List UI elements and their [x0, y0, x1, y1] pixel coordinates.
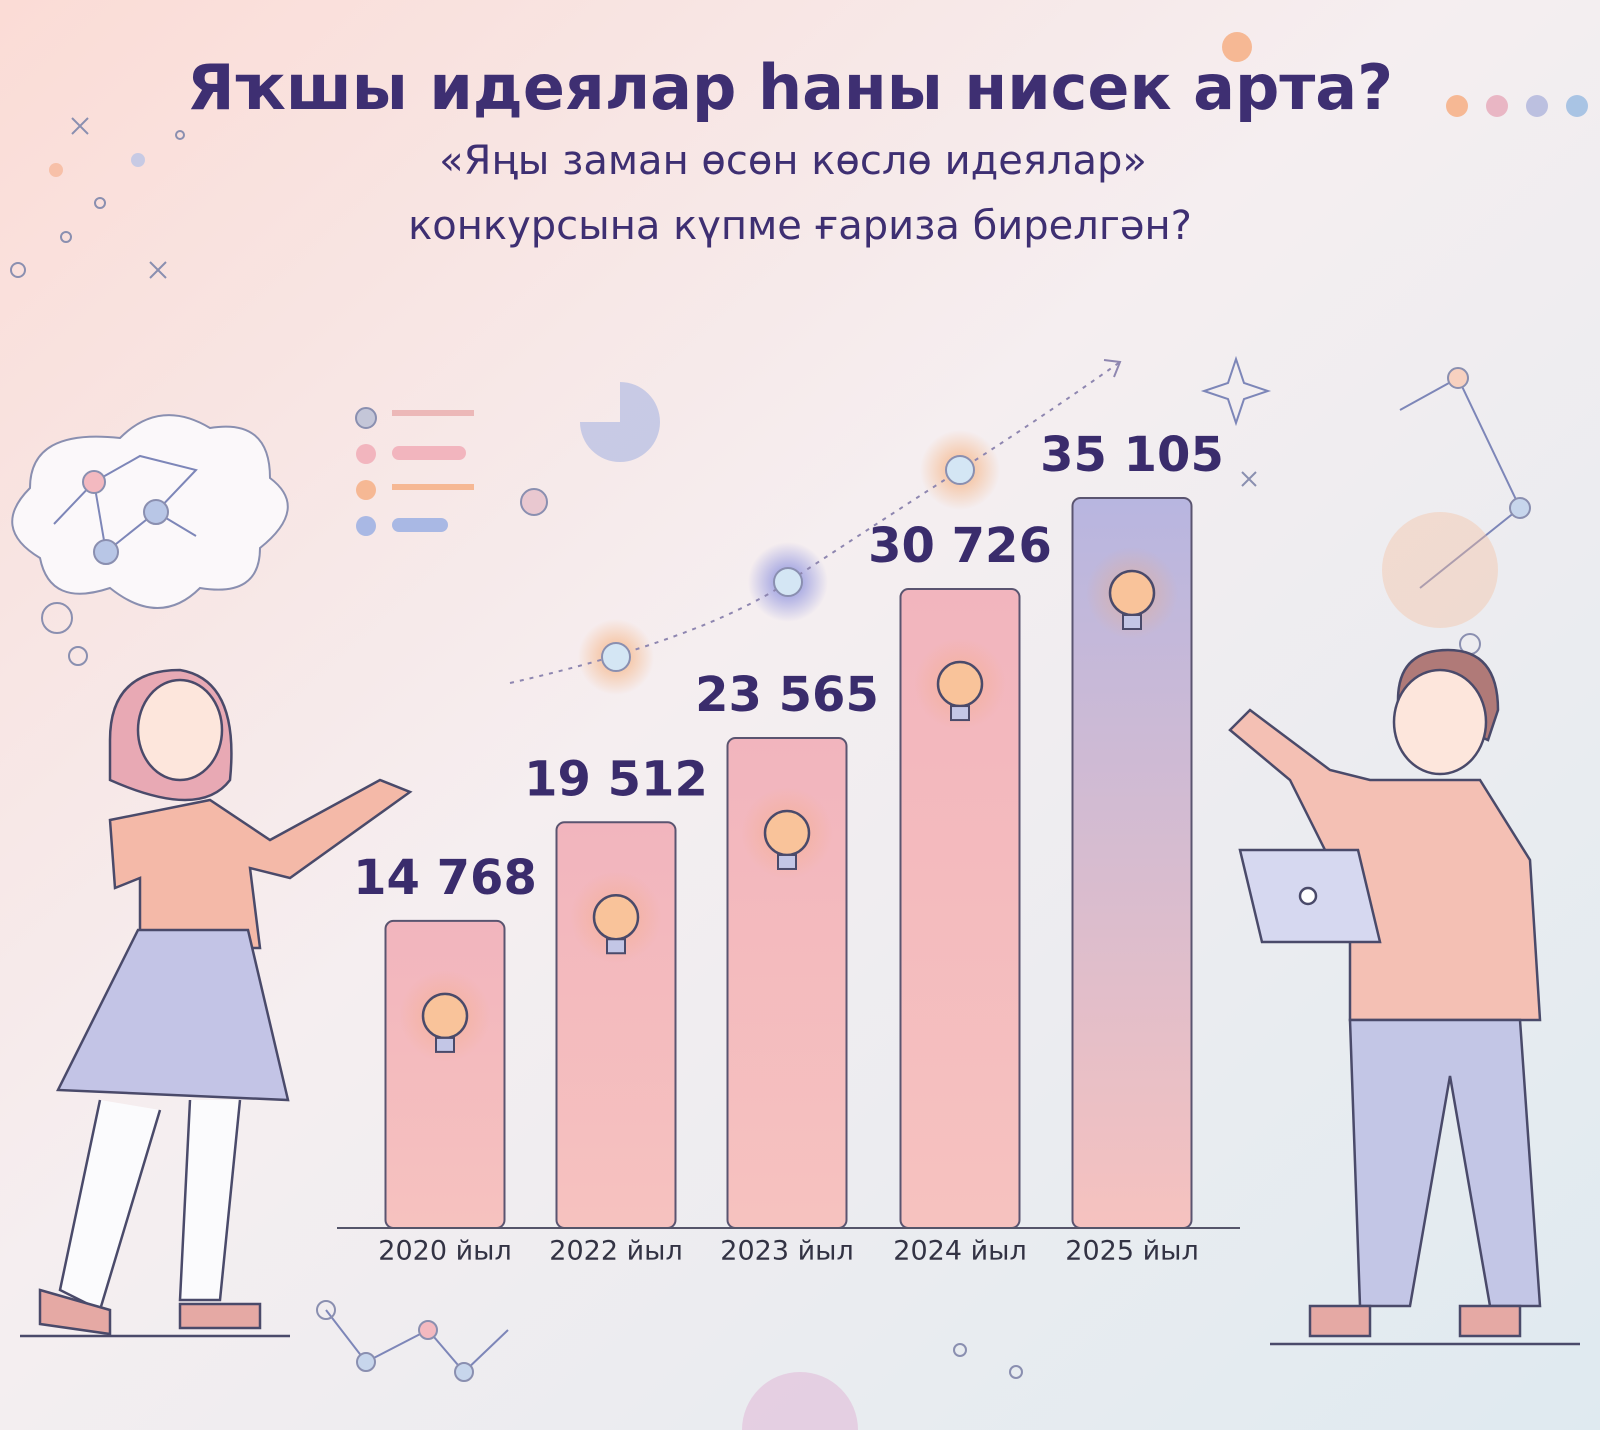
x-tick-label: 2022 йыл: [549, 1236, 682, 1267]
subtitle: конкурсына күпме ғариза бирелгән?: [408, 203, 1192, 249]
x-tick-label: 2024 йыл: [893, 1236, 1026, 1267]
figure-woman: [20, 668, 413, 1338]
x-tick-label: 2020 йыл: [378, 1236, 511, 1267]
bulb-base: [435, 1036, 455, 1053]
bulb: [936, 660, 984, 708]
value-label: 35 105: [1040, 427, 1224, 483]
plot: 14 768 2020 йыл 19 512 2022 йыл 23 565 2023 й…: [353, 427, 1224, 1267]
bulb-base: [1122, 614, 1142, 630]
bulb: [763, 809, 811, 857]
value-label: 30 726: [868, 518, 1052, 574]
x-tick-label: 2023 йыл: [720, 1236, 853, 1267]
bulb-base: [950, 705, 970, 722]
value-label: 14 768: [353, 850, 537, 906]
bulb-base: [606, 938, 626, 955]
figure-man: [1228, 648, 1580, 1346]
bar: [384, 919, 506, 1229]
x-tick-label: 2025 йыл: [1065, 1236, 1198, 1267]
value-label: 23 565: [695, 667, 879, 723]
bulb-base: [777, 853, 797, 870]
value-label: 19 512: [524, 751, 708, 807]
bulb: [421, 992, 469, 1040]
chart-title: Яҡшы идеялар һаны нисек арта?: [187, 51, 1393, 124]
subtitle: «Яңы заман өсөн көслө идеялар»: [439, 138, 1147, 184]
bulb: [592, 894, 640, 941]
decorations: [10, 32, 1588, 1430]
bulb: [1108, 569, 1156, 617]
